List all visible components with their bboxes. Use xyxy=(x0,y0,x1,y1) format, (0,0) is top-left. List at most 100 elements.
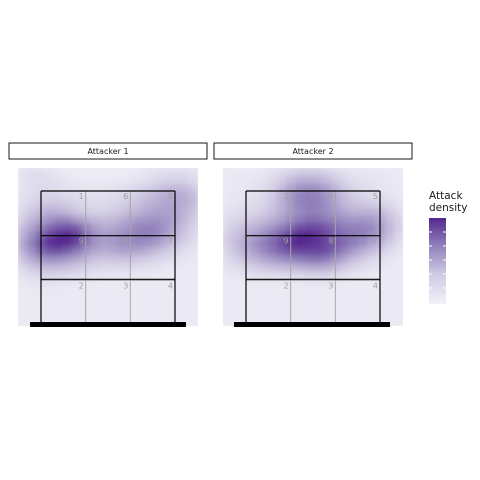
density-cell xyxy=(90,175,100,185)
facet-panel-attacker-2: Attacker 2 1 6 5 9 8 7 2 3 4 xyxy=(213,142,413,327)
density-cell xyxy=(304,183,314,193)
density-cell xyxy=(18,175,28,185)
density-cell xyxy=(27,247,37,256)
density-cell xyxy=(349,207,359,216)
density-cell xyxy=(99,254,109,264)
density-cell xyxy=(349,262,359,272)
density-cell xyxy=(189,191,198,201)
density-cell xyxy=(162,254,172,264)
density-cell xyxy=(27,310,37,319)
density-cell xyxy=(259,239,269,248)
density-cell xyxy=(45,215,55,224)
density-cell xyxy=(322,175,332,185)
density-cell xyxy=(250,239,260,248)
density-cell xyxy=(18,302,28,311)
density-cell xyxy=(313,302,323,311)
density-cell xyxy=(223,302,233,311)
density-cell xyxy=(36,168,46,177)
density-cell xyxy=(367,286,377,295)
density-cell xyxy=(268,207,278,216)
density-cell xyxy=(180,247,190,256)
density-cell xyxy=(189,310,198,319)
density-cell xyxy=(394,294,403,303)
density-cell xyxy=(268,239,278,248)
density-cell xyxy=(45,310,55,319)
density-cell xyxy=(63,302,73,311)
density-cell xyxy=(189,302,198,311)
density-cell xyxy=(72,302,82,311)
density-cell xyxy=(153,294,163,303)
density-cell xyxy=(27,168,37,177)
density-cell xyxy=(189,199,198,209)
density-cell xyxy=(259,294,269,303)
density-cell xyxy=(250,223,260,232)
density-cell xyxy=(268,191,278,201)
density-cell xyxy=(126,175,136,185)
density-cell xyxy=(322,168,332,177)
density-cell xyxy=(358,270,368,280)
density-cell xyxy=(223,286,233,295)
density-cell xyxy=(367,207,377,216)
density-cell xyxy=(171,223,181,232)
density-cell xyxy=(162,168,172,177)
density-cell xyxy=(385,175,395,185)
density-cell xyxy=(90,286,100,295)
density-cell xyxy=(349,247,359,256)
density-cell xyxy=(135,310,145,319)
density-cell xyxy=(277,247,287,256)
density-cell xyxy=(385,168,395,177)
density-cell xyxy=(171,294,181,303)
density-cell xyxy=(162,310,172,319)
density-cell xyxy=(180,294,190,303)
facet-strip-box xyxy=(213,142,413,160)
density-cell xyxy=(304,175,314,185)
density-cell xyxy=(232,278,242,288)
density-cell xyxy=(135,294,145,303)
density-cell xyxy=(349,286,359,295)
density-cell xyxy=(268,286,278,295)
density-cell xyxy=(304,239,314,248)
density-cell xyxy=(45,278,55,288)
density-cell xyxy=(322,183,332,193)
density-cell xyxy=(18,262,28,272)
density-cell xyxy=(99,191,109,201)
density-cell xyxy=(135,168,145,177)
density-cell xyxy=(295,262,305,272)
density-cell xyxy=(394,278,403,288)
density-cell xyxy=(180,191,190,201)
density-cell xyxy=(394,231,403,240)
density-cell xyxy=(162,286,172,295)
density-cell xyxy=(72,286,82,295)
density-cell xyxy=(304,168,314,177)
density-cell xyxy=(180,183,190,193)
density-cell xyxy=(250,302,260,311)
density-cell xyxy=(385,215,395,224)
density-cell xyxy=(376,270,386,280)
density-cell xyxy=(99,223,109,232)
density-cell xyxy=(54,215,64,224)
density-cell xyxy=(394,247,403,256)
density-cell xyxy=(250,286,260,295)
density-cell xyxy=(72,168,82,177)
density-cell xyxy=(250,254,260,264)
density-cell xyxy=(313,215,323,224)
density-cell xyxy=(313,286,323,295)
density-cell xyxy=(99,183,109,193)
density-cell xyxy=(144,183,154,193)
density-cell xyxy=(45,294,55,303)
density-cell xyxy=(358,207,368,216)
density-cell xyxy=(232,183,242,193)
density-cell xyxy=(340,199,350,209)
density-cell xyxy=(394,262,403,272)
density-cell xyxy=(394,310,403,319)
zone-label: 6 xyxy=(123,192,128,201)
density-cell xyxy=(90,239,100,248)
home-plate-bar xyxy=(30,322,186,327)
density-cell xyxy=(90,168,100,177)
legend-colorbar xyxy=(429,218,446,304)
density-cell xyxy=(18,278,28,288)
density-cell xyxy=(340,223,350,232)
density-cell xyxy=(162,207,172,216)
density-cell xyxy=(54,223,64,232)
